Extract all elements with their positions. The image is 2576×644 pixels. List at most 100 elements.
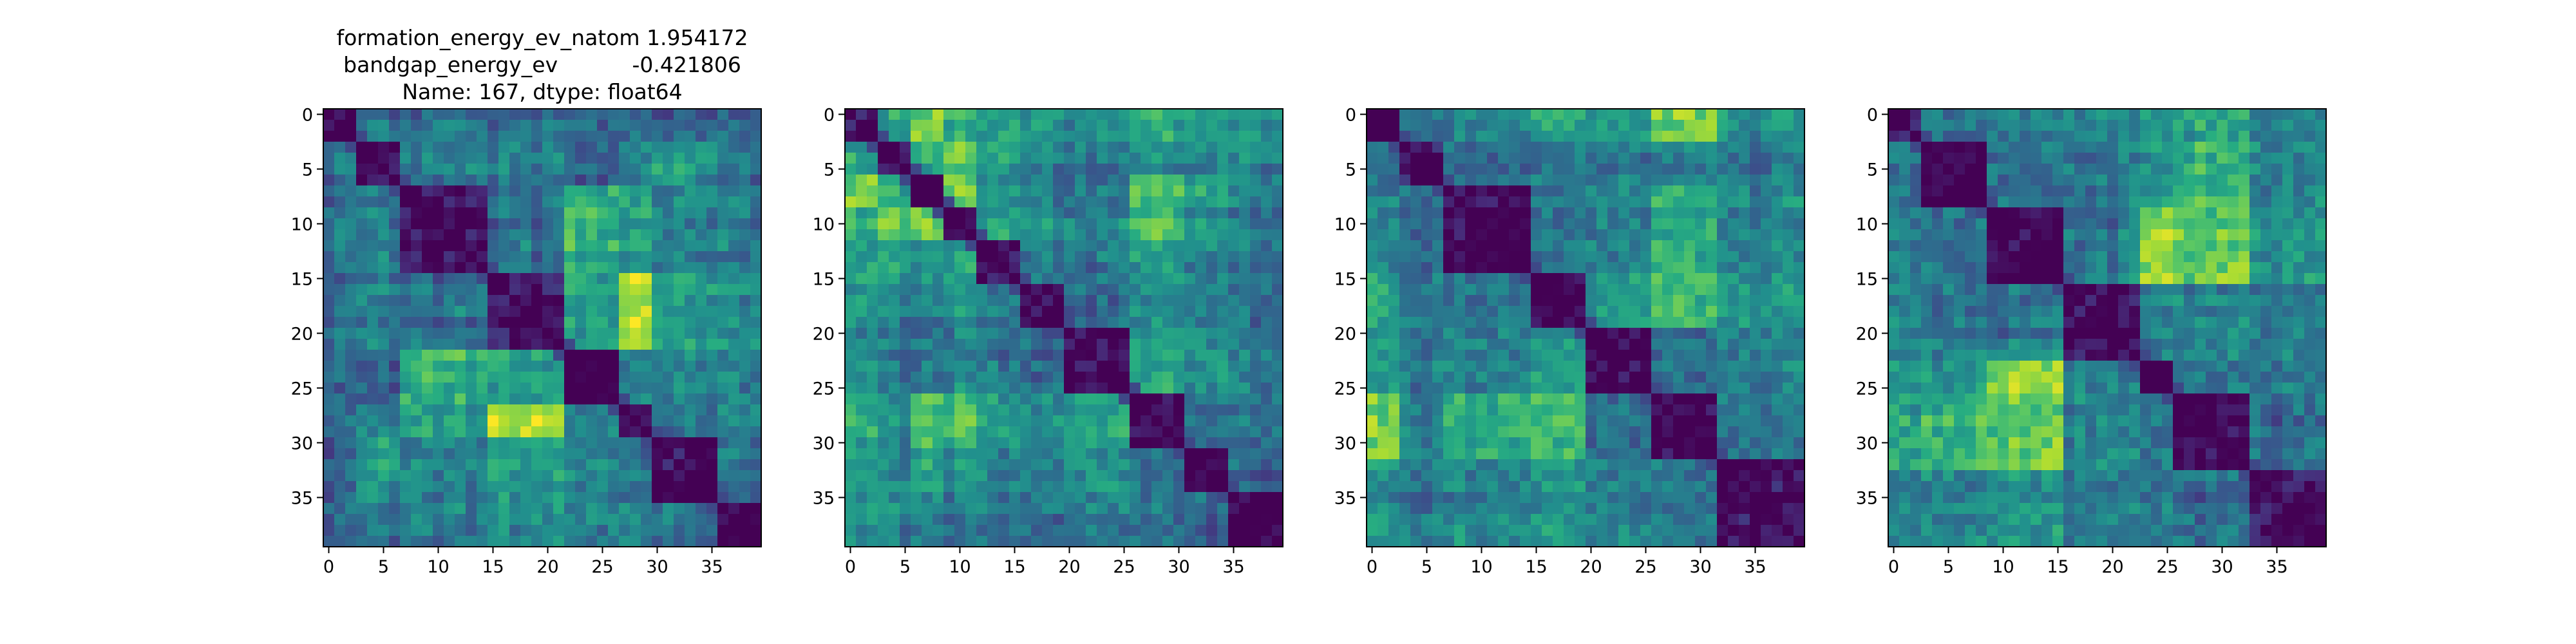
heatmap-cell bbox=[553, 131, 565, 142]
heatmap-cell bbox=[608, 383, 620, 394]
heatmap-cell bbox=[1750, 339, 1761, 350]
heatmap-cell bbox=[750, 383, 762, 394]
heatmap-cell bbox=[1607, 459, 1619, 471]
heatmap-cell bbox=[1075, 153, 1086, 164]
heatmap-cell bbox=[1378, 404, 1389, 416]
heatmap-cell bbox=[663, 196, 674, 208]
heatmap-cell bbox=[334, 426, 346, 438]
heatmap-cell bbox=[1399, 196, 1411, 208]
heatmap-cell bbox=[1553, 503, 1564, 515]
heatmap-cell bbox=[455, 262, 466, 274]
heatmap-cell bbox=[739, 175, 751, 186]
heatmap-cell bbox=[1410, 470, 1422, 482]
heatmap-cell bbox=[1498, 459, 1510, 471]
heatmap-cell bbox=[1250, 218, 1262, 230]
heatmap-cell bbox=[739, 415, 751, 427]
heatmap-cell bbox=[586, 175, 598, 186]
heatmap-cell bbox=[466, 350, 477, 361]
heatmap-cell bbox=[1421, 459, 1433, 471]
heatmap-cell bbox=[998, 131, 1010, 142]
heatmap-cell bbox=[1130, 437, 1141, 449]
heatmap-cell bbox=[856, 492, 867, 504]
heatmap-cell bbox=[509, 317, 521, 328]
heatmap-cell bbox=[1899, 120, 1911, 131]
heatmap-cell bbox=[1239, 339, 1251, 350]
heatmap-cell bbox=[531, 218, 543, 230]
heatmap-cell bbox=[597, 426, 609, 438]
heatmap-cell bbox=[706, 503, 718, 515]
heatmap-cell bbox=[400, 372, 412, 383]
heatmap-cell bbox=[1206, 306, 1218, 317]
heatmap-cell bbox=[422, 339, 433, 350]
heatmap-cell bbox=[1053, 164, 1065, 175]
heatmap-cell bbox=[1465, 470, 1477, 482]
heatmap-cell bbox=[1640, 350, 1652, 361]
heatmap-cell bbox=[1761, 153, 1772, 164]
heatmap-cell bbox=[1064, 142, 1075, 153]
heatmap-cell bbox=[987, 525, 999, 536]
heatmap-cell bbox=[1542, 525, 1553, 536]
heatmap-cell bbox=[1607, 229, 1619, 241]
heatmap-cell bbox=[739, 306, 751, 317]
heatmap-cell bbox=[531, 175, 543, 186]
heatmap-cell bbox=[1717, 328, 1728, 339]
heatmap-cell bbox=[739, 109, 751, 120]
heatmap-cell bbox=[1239, 437, 1251, 449]
heatmap-cell bbox=[943, 372, 955, 383]
heatmap-cell bbox=[1553, 229, 1564, 241]
heatmap-cell bbox=[739, 372, 751, 383]
heatmap-cell bbox=[933, 503, 944, 515]
heatmap-cell bbox=[889, 415, 900, 427]
heatmap-cell bbox=[1542, 459, 1553, 471]
heatmap-cell bbox=[1596, 109, 1608, 120]
heatmap-cell bbox=[411, 514, 422, 526]
heatmap-cell bbox=[1130, 240, 1141, 252]
heatmap-cell bbox=[1443, 372, 1455, 383]
heatmap-cell bbox=[1141, 131, 1152, 142]
heatmap-cell bbox=[1586, 120, 1597, 131]
heatmap-cell bbox=[619, 328, 630, 339]
heatmap-cell bbox=[965, 481, 977, 493]
heatmap-cell bbox=[1119, 404, 1130, 416]
heatmap-cell bbox=[1586, 372, 1597, 383]
heatmap-cell bbox=[976, 481, 988, 493]
heatmap-cell bbox=[717, 185, 729, 197]
heatmap-cell bbox=[1695, 372, 1707, 383]
heatmap-cell bbox=[696, 185, 707, 197]
heatmap-cell bbox=[1761, 317, 1772, 328]
heatmap-cell bbox=[706, 470, 718, 482]
heatmap-cell bbox=[1009, 372, 1021, 383]
heatmap-cell bbox=[641, 328, 652, 339]
heatmap-cell bbox=[1553, 448, 1564, 460]
heatmap-cell bbox=[1378, 536, 1389, 547]
heatmap-cell bbox=[1228, 437, 1240, 449]
x-tick-label: 5 bbox=[1421, 557, 1432, 577]
heatmap-cell bbox=[1750, 207, 1761, 219]
heatmap-cell bbox=[1684, 514, 1696, 526]
heatmap-cell bbox=[444, 240, 455, 252]
heatmap-cell bbox=[954, 383, 966, 394]
heatmap-cell bbox=[531, 153, 543, 164]
heatmap-cell bbox=[1662, 218, 1674, 230]
heatmap-cell bbox=[1097, 218, 1108, 230]
heatmap-cell bbox=[1239, 361, 1251, 372]
heatmap-cell bbox=[356, 426, 368, 438]
heatmap-cell bbox=[531, 437, 543, 449]
heatmap-cell bbox=[900, 383, 911, 394]
heatmap-cell bbox=[1432, 514, 1444, 526]
heatmap-cell bbox=[1108, 131, 1119, 142]
heatmap-cell bbox=[1239, 492, 1251, 504]
x-tick-label: 30 bbox=[1168, 557, 1189, 577]
heatmap-cell bbox=[1520, 131, 1531, 142]
heatmap-cell bbox=[1162, 284, 1174, 296]
heatmap-cell bbox=[1717, 229, 1728, 241]
heatmap-cell bbox=[630, 426, 641, 438]
heatmap-cell bbox=[1596, 415, 1608, 427]
heatmap-cell bbox=[1772, 514, 1783, 526]
heatmap-cell bbox=[878, 503, 889, 515]
heatmap-cell bbox=[1783, 131, 1794, 142]
heatmap-cell bbox=[1542, 273, 1553, 285]
heatmap-cell bbox=[1130, 218, 1141, 230]
heatmap-cell bbox=[455, 273, 466, 285]
heatmap-cell bbox=[334, 109, 346, 120]
